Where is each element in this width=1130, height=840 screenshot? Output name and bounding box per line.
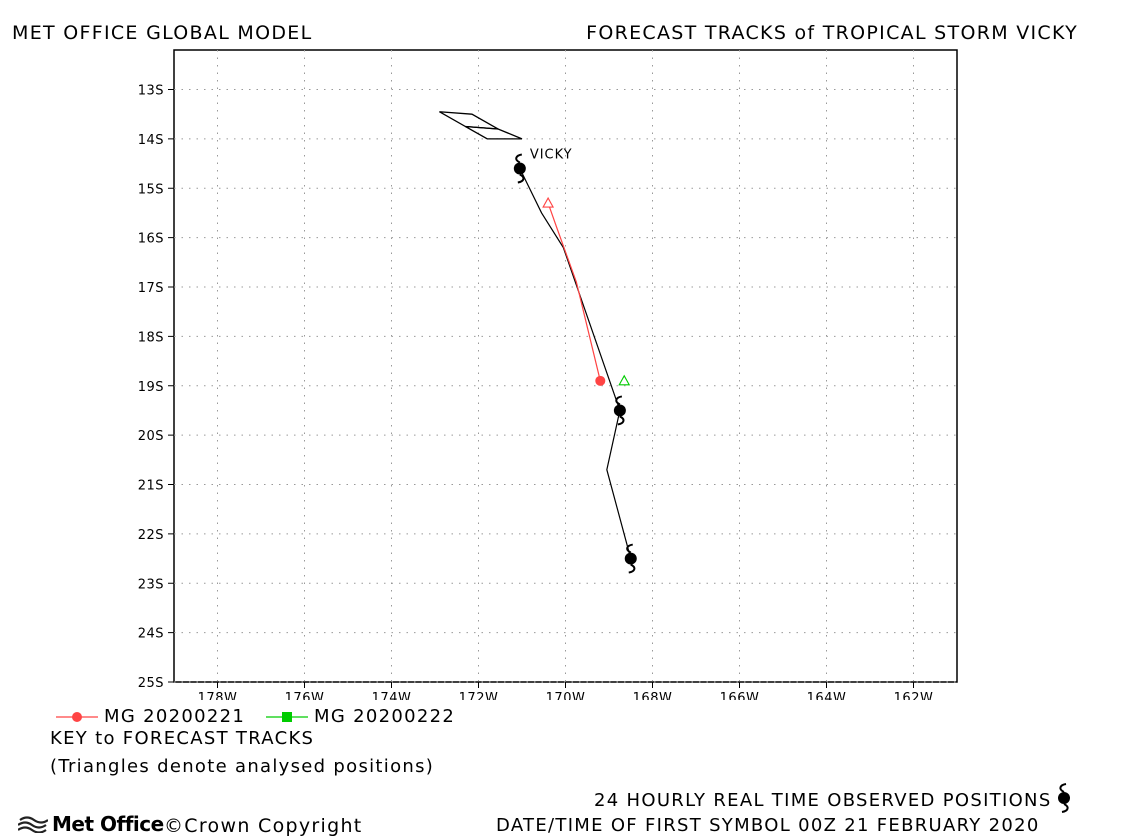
storm-symbols bbox=[513, 153, 637, 574]
tick-label-lon: 166W bbox=[720, 691, 760, 700]
tick-label-lat: 24S bbox=[138, 627, 164, 642]
observed-track-line bbox=[519, 168, 632, 559]
cyclone-eye bbox=[613, 404, 626, 417]
cyclone-arm bbox=[515, 153, 523, 164]
brand-name: Met Office bbox=[52, 812, 164, 836]
forecast-track-line bbox=[547, 202, 601, 381]
met-office-logo: Met Office bbox=[18, 812, 164, 836]
cyclone-eye bbox=[624, 552, 637, 565]
tick-label-lon: 170W bbox=[546, 691, 586, 700]
cyclone-eye bbox=[513, 162, 526, 175]
cyclone-arm bbox=[626, 543, 633, 554]
cyclone-arm bbox=[517, 173, 525, 184]
island-outline bbox=[465, 125, 523, 140]
tick-label-lat: 23S bbox=[138, 577, 164, 592]
tick-label-lat: 20S bbox=[138, 429, 164, 444]
tick-label-lat: 18S bbox=[138, 330, 164, 345]
tick-label-lat: 17S bbox=[138, 281, 164, 296]
tracks bbox=[519, 168, 632, 559]
key-title: KEY to FORECAST TRACKS bbox=[50, 728, 315, 749]
tick-label-lon: 174W bbox=[372, 691, 412, 700]
legend-label: MG 20200222 bbox=[314, 706, 456, 727]
cyclone-arm bbox=[615, 395, 623, 406]
header-right-title: FORECAST TRACKS of TROPICAL STORM VICKY bbox=[586, 22, 1078, 44]
tick-label-lon: 164W bbox=[807, 691, 847, 700]
cyclone-symbol bbox=[613, 395, 626, 426]
cyclone-symbol bbox=[513, 153, 526, 184]
tick-label-lat: 22S bbox=[138, 528, 164, 543]
tick-label-lat: 13S bbox=[138, 84, 164, 99]
map-grid bbox=[174, 50, 957, 683]
forecast-track-map: 178W 176W 174W 172W 170W 168W 166W 164W 162W 13S 1… bbox=[138, 49, 958, 701]
tick-label-lon: 176W bbox=[285, 691, 325, 700]
tick-label-lat: 21S bbox=[138, 479, 164, 494]
analysed-position-triangle bbox=[542, 196, 555, 208]
header-left-title: MET OFFICE GLOBAL MODEL bbox=[12, 22, 313, 44]
tick-label-lat: 25S bbox=[138, 676, 164, 691]
forecast-point-marker bbox=[595, 375, 606, 386]
analysed-position-triangle bbox=[618, 374, 631, 386]
tick-label-lon: 168W bbox=[633, 691, 673, 700]
key-note: (Triangles denote analysed positions) bbox=[50, 756, 435, 777]
tick-label-lon: 172W bbox=[459, 691, 499, 700]
first-symbol-datetime: DATE/TIME OF FIRST SYMBOL 00Z 21 FEBRUAR… bbox=[496, 815, 1040, 836]
observed-positions-label: 24 HOURLY REAL TIME OBSERVED POSITIONS bbox=[594, 790, 1052, 811]
cyclone-symbol-icon bbox=[1058, 783, 1070, 813]
tick-label-lon: 162W bbox=[894, 691, 934, 700]
tick-label-lat: 15S bbox=[138, 182, 164, 197]
cyclone-arm bbox=[617, 415, 625, 426]
tick-label-lat: 19S bbox=[138, 380, 164, 395]
legend-green-square-icon bbox=[266, 711, 308, 722]
tick-label-lat: 14S bbox=[138, 133, 164, 148]
met-office-waves-icon bbox=[18, 816, 48, 833]
legend-red-circle-icon bbox=[56, 711, 98, 722]
tick-label-lat: 16S bbox=[138, 232, 164, 247]
cyclone-symbol bbox=[624, 543, 637, 574]
cyclone-arm bbox=[628, 563, 636, 574]
legend-label: MG 20200221 bbox=[104, 706, 246, 727]
storm-name-label: VICKY bbox=[530, 148, 573, 163]
tick-label-lon: 178W bbox=[198, 691, 238, 700]
legend-entry-mg-20200222: MG 20200222 bbox=[266, 706, 455, 727]
coastline bbox=[439, 111, 523, 140]
map-ticks: 178W 176W 174W 172W 170W 168W 166W 164W 162W 13S 1… bbox=[138, 84, 934, 701]
legend-entry-mg-20200221: MG 20200221 bbox=[56, 706, 245, 727]
copyright-notice: ©Crown Copyright bbox=[164, 815, 363, 837]
